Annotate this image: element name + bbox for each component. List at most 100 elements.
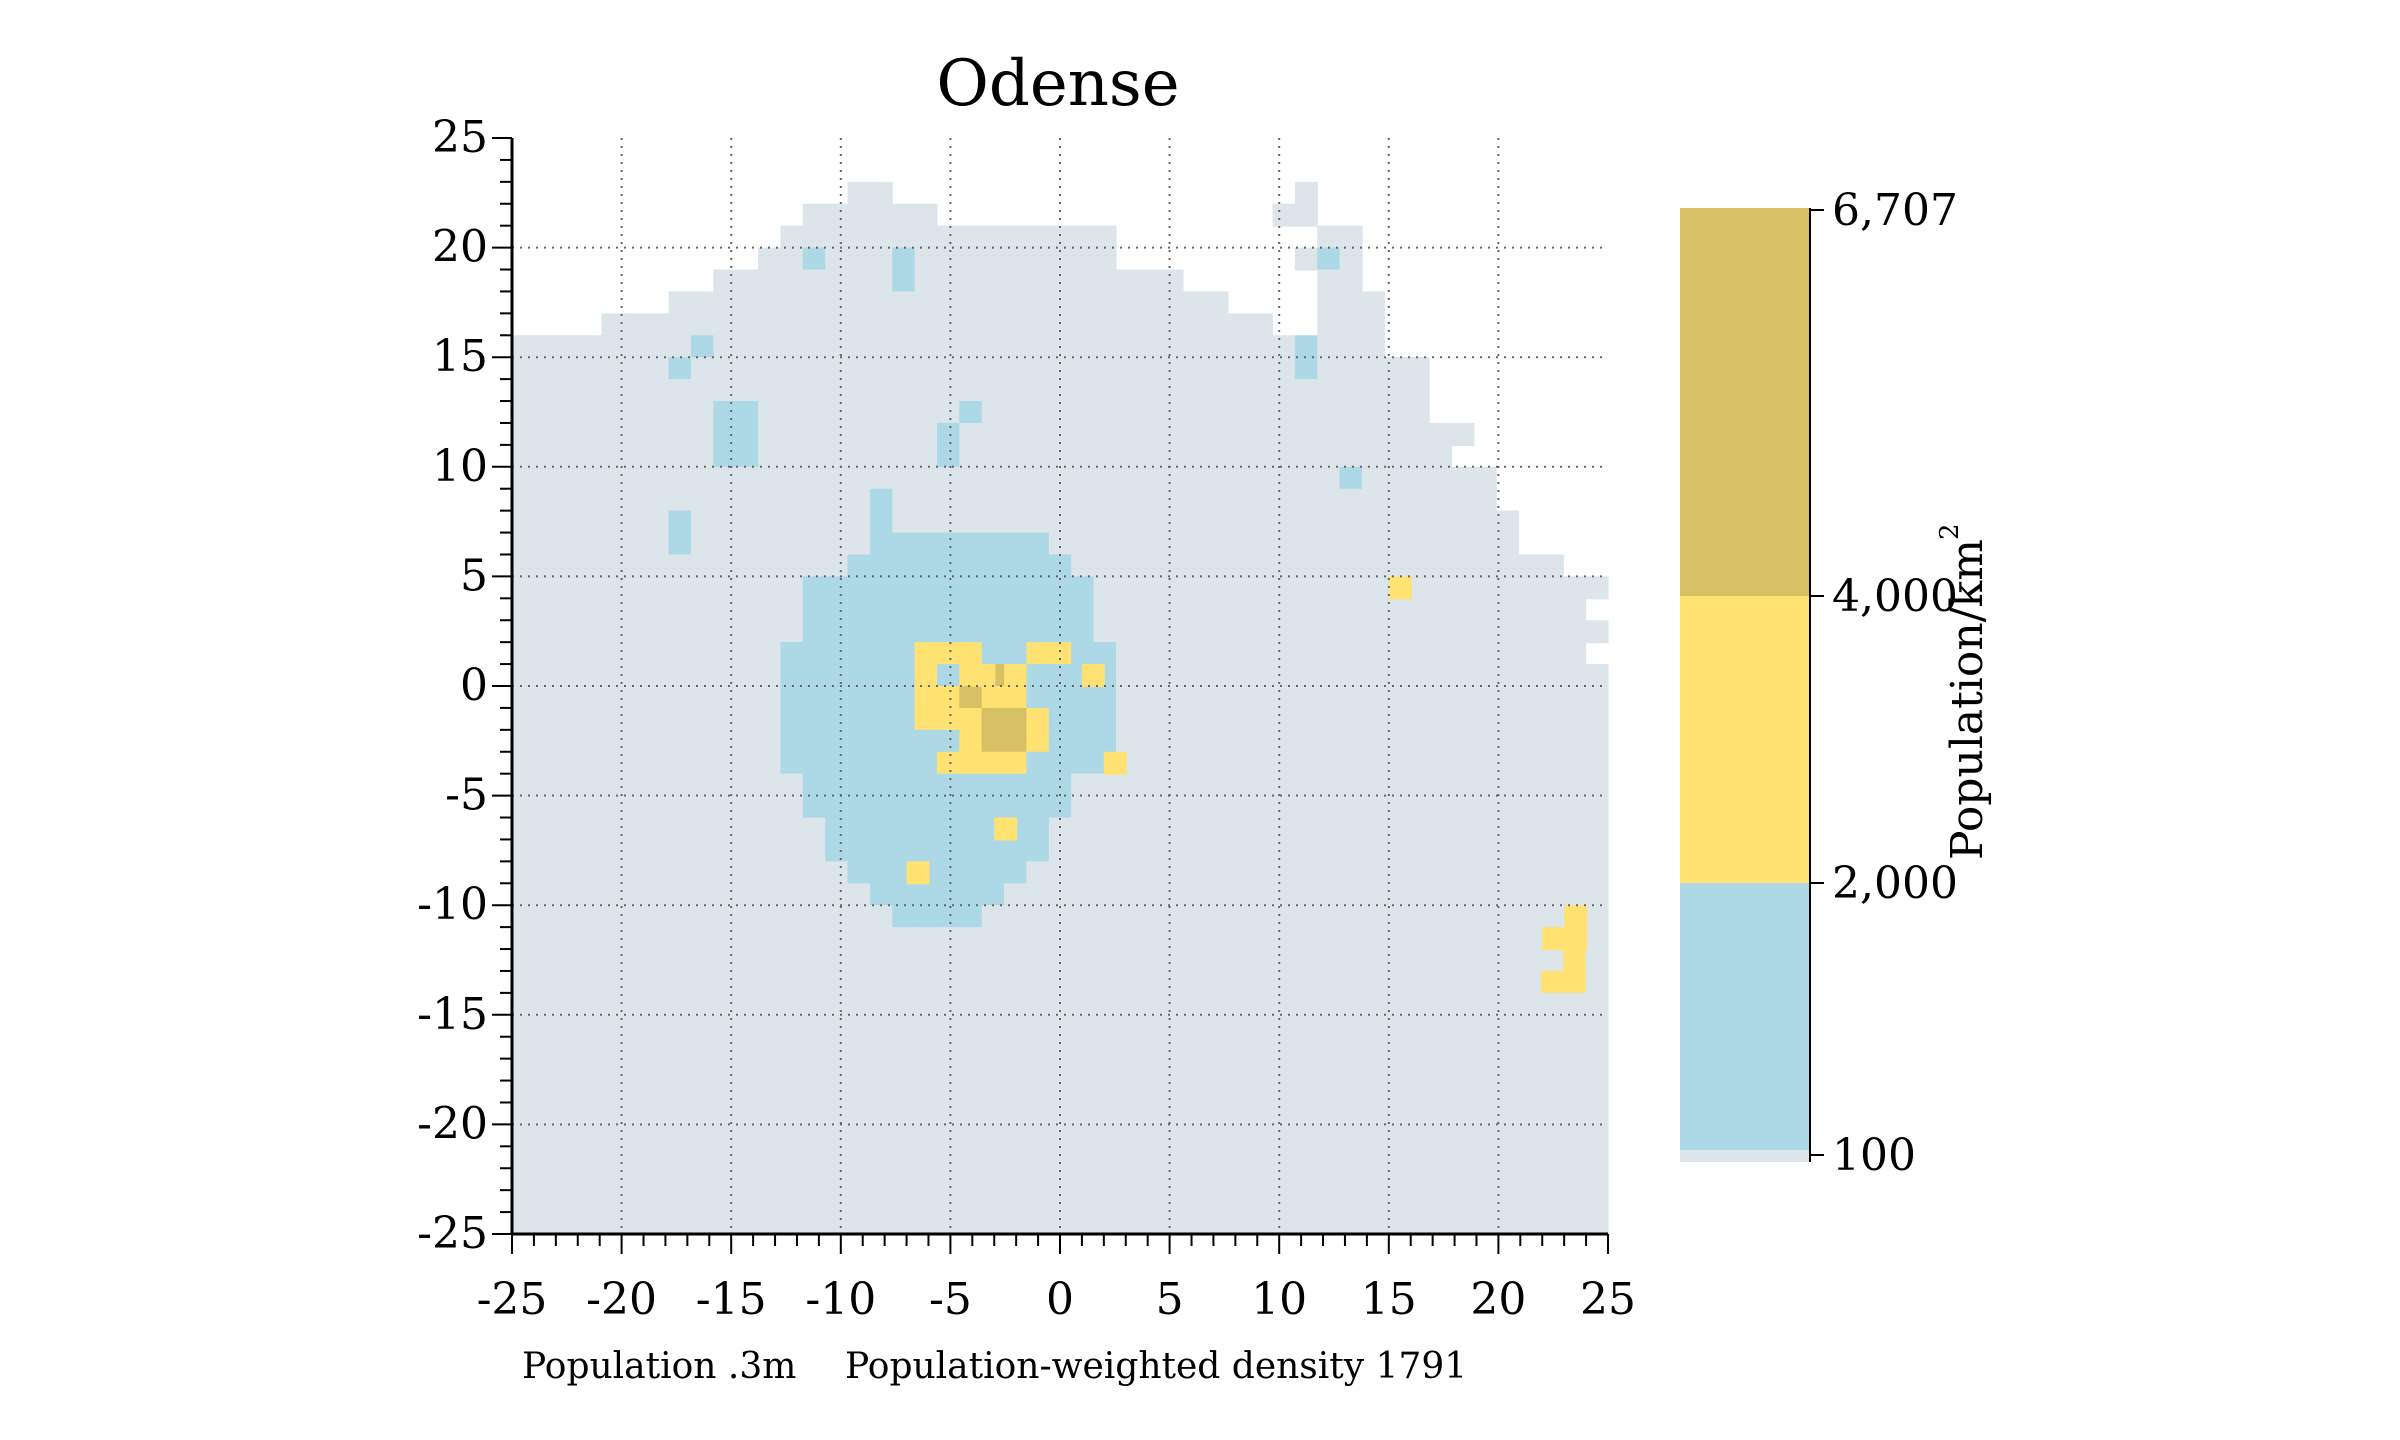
heatmap-cell — [646, 335, 670, 359]
heatmap-cell — [1205, 839, 1229, 863]
heatmap-cell — [1183, 466, 1206, 490]
heatmap-cell — [1518, 839, 1542, 863]
heatmap-cell — [1585, 927, 1609, 951]
heatmap-cell — [758, 576, 782, 600]
heatmap-cell — [780, 313, 804, 337]
heatmap-cell — [1451, 422, 1475, 446]
heatmap-cell — [1227, 751, 1251, 775]
heatmap-cell — [1473, 905, 1497, 929]
heatmap-cell — [668, 1212, 692, 1236]
heatmap-cell — [1361, 729, 1385, 753]
heatmap-cell — [780, 1168, 804, 1192]
heatmap-cell — [1227, 444, 1251, 468]
heatmap-cell — [959, 488, 983, 512]
heatmap-cell — [579, 686, 603, 709]
heatmap-cell — [1048, 905, 1072, 929]
heatmap-cell — [869, 949, 893, 973]
heatmap-cell — [1317, 225, 1341, 249]
x-tick-label: 10 — [1251, 1274, 1307, 1325]
heatmap-cell — [825, 225, 849, 249]
heatmap-cell — [1004, 532, 1028, 556]
heatmap-cell — [690, 576, 714, 600]
heatmap-cell — [1160, 1212, 1184, 1236]
heatmap-cell — [534, 949, 558, 973]
heatmap-cell — [668, 927, 692, 951]
heatmap-cell — [1272, 729, 1296, 753]
heatmap-cell — [892, 291, 916, 315]
heatmap-cell — [1540, 1058, 1564, 1082]
heatmap-cell — [892, 1102, 916, 1126]
heatmap-cell — [1272, 839, 1296, 863]
heatmap-cell — [1115, 1124, 1139, 1148]
heatmap-cell — [1205, 1146, 1229, 1170]
heatmap-cell — [1004, 1014, 1028, 1038]
heatmap-cell — [825, 883, 849, 907]
heatmap-cell — [914, 729, 938, 753]
heatmap-cell — [1563, 1168, 1587, 1192]
heatmap-cell — [713, 817, 737, 841]
heatmap-cell — [1026, 466, 1050, 490]
heatmap-cell — [601, 642, 625, 666]
heatmap-cell — [1540, 1080, 1564, 1104]
heatmap-cell — [1451, 927, 1475, 951]
heatmap-cell — [1048, 642, 1072, 666]
heatmap-cell — [780, 488, 804, 512]
heatmap-cell — [981, 642, 1005, 666]
heatmap-cell — [869, 225, 893, 249]
heatmap-cell — [1496, 1102, 1520, 1126]
x-tick-label: -15 — [696, 1274, 767, 1325]
heatmap-cell — [1317, 313, 1341, 337]
heatmap-cell — [1205, 554, 1229, 578]
heatmap-cell — [735, 664, 759, 688]
heatmap-cell — [713, 291, 737, 315]
heatmap-cell — [892, 401, 916, 425]
heatmap-cell — [1272, 466, 1296, 490]
heatmap-cell — [892, 357, 916, 381]
heatmap-cell — [1384, 861, 1408, 885]
heatmap-cell — [847, 839, 871, 863]
heatmap-cell — [825, 729, 849, 753]
heatmap-cell — [512, 1058, 535, 1082]
heatmap-cell — [1183, 970, 1206, 994]
heatmap-cell — [1585, 839, 1609, 863]
heatmap-cell — [1294, 839, 1318, 863]
colorbar-tick-label: 4,000 — [1832, 571, 1958, 622]
heatmap-cell — [1071, 817, 1095, 841]
heatmap-cell — [1294, 620, 1318, 644]
heatmap-cell — [1361, 335, 1385, 359]
heatmap-cell — [914, 992, 938, 1016]
heatmap-cell — [981, 379, 1005, 403]
heatmap-cell — [1429, 1124, 1453, 1148]
heatmap-cell — [936, 532, 960, 556]
heatmap-cell — [512, 970, 535, 994]
heatmap-cell — [690, 357, 714, 381]
heatmap-cell — [556, 532, 580, 556]
heatmap-cell — [1004, 620, 1028, 644]
heatmap-cell — [646, 905, 670, 929]
heatmap-cell — [1004, 357, 1028, 381]
heatmap-cell — [1205, 970, 1229, 994]
heatmap-cell — [690, 510, 714, 534]
heatmap-cell — [1473, 927, 1497, 951]
heatmap-cell — [1004, 992, 1028, 1016]
heatmap-cell — [1093, 576, 1117, 600]
heatmap-cell — [1183, 773, 1206, 797]
heatmap-cell — [1518, 970, 1542, 994]
heatmap-cell — [735, 1102, 759, 1126]
heatmap-cell — [690, 598, 714, 622]
heatmap-cell — [1339, 1014, 1363, 1038]
heatmap-cell — [936, 664, 960, 688]
heatmap-cell — [1563, 620, 1587, 644]
heatmap-cell — [936, 1014, 960, 1038]
heatmap-cell — [1227, 466, 1251, 490]
heatmap-cell — [713, 1124, 737, 1148]
heatmap-cell — [1317, 992, 1341, 1016]
heatmap-cell — [1294, 729, 1318, 753]
heatmap-cell — [1473, 1168, 1497, 1192]
heatmap-cell — [802, 1014, 826, 1038]
heatmap-cell — [579, 1102, 603, 1126]
heatmap-cell — [825, 576, 849, 600]
heatmap-cell — [1317, 379, 1341, 403]
heatmap-cell — [556, 1036, 580, 1060]
heatmap-cell — [1361, 664, 1385, 688]
